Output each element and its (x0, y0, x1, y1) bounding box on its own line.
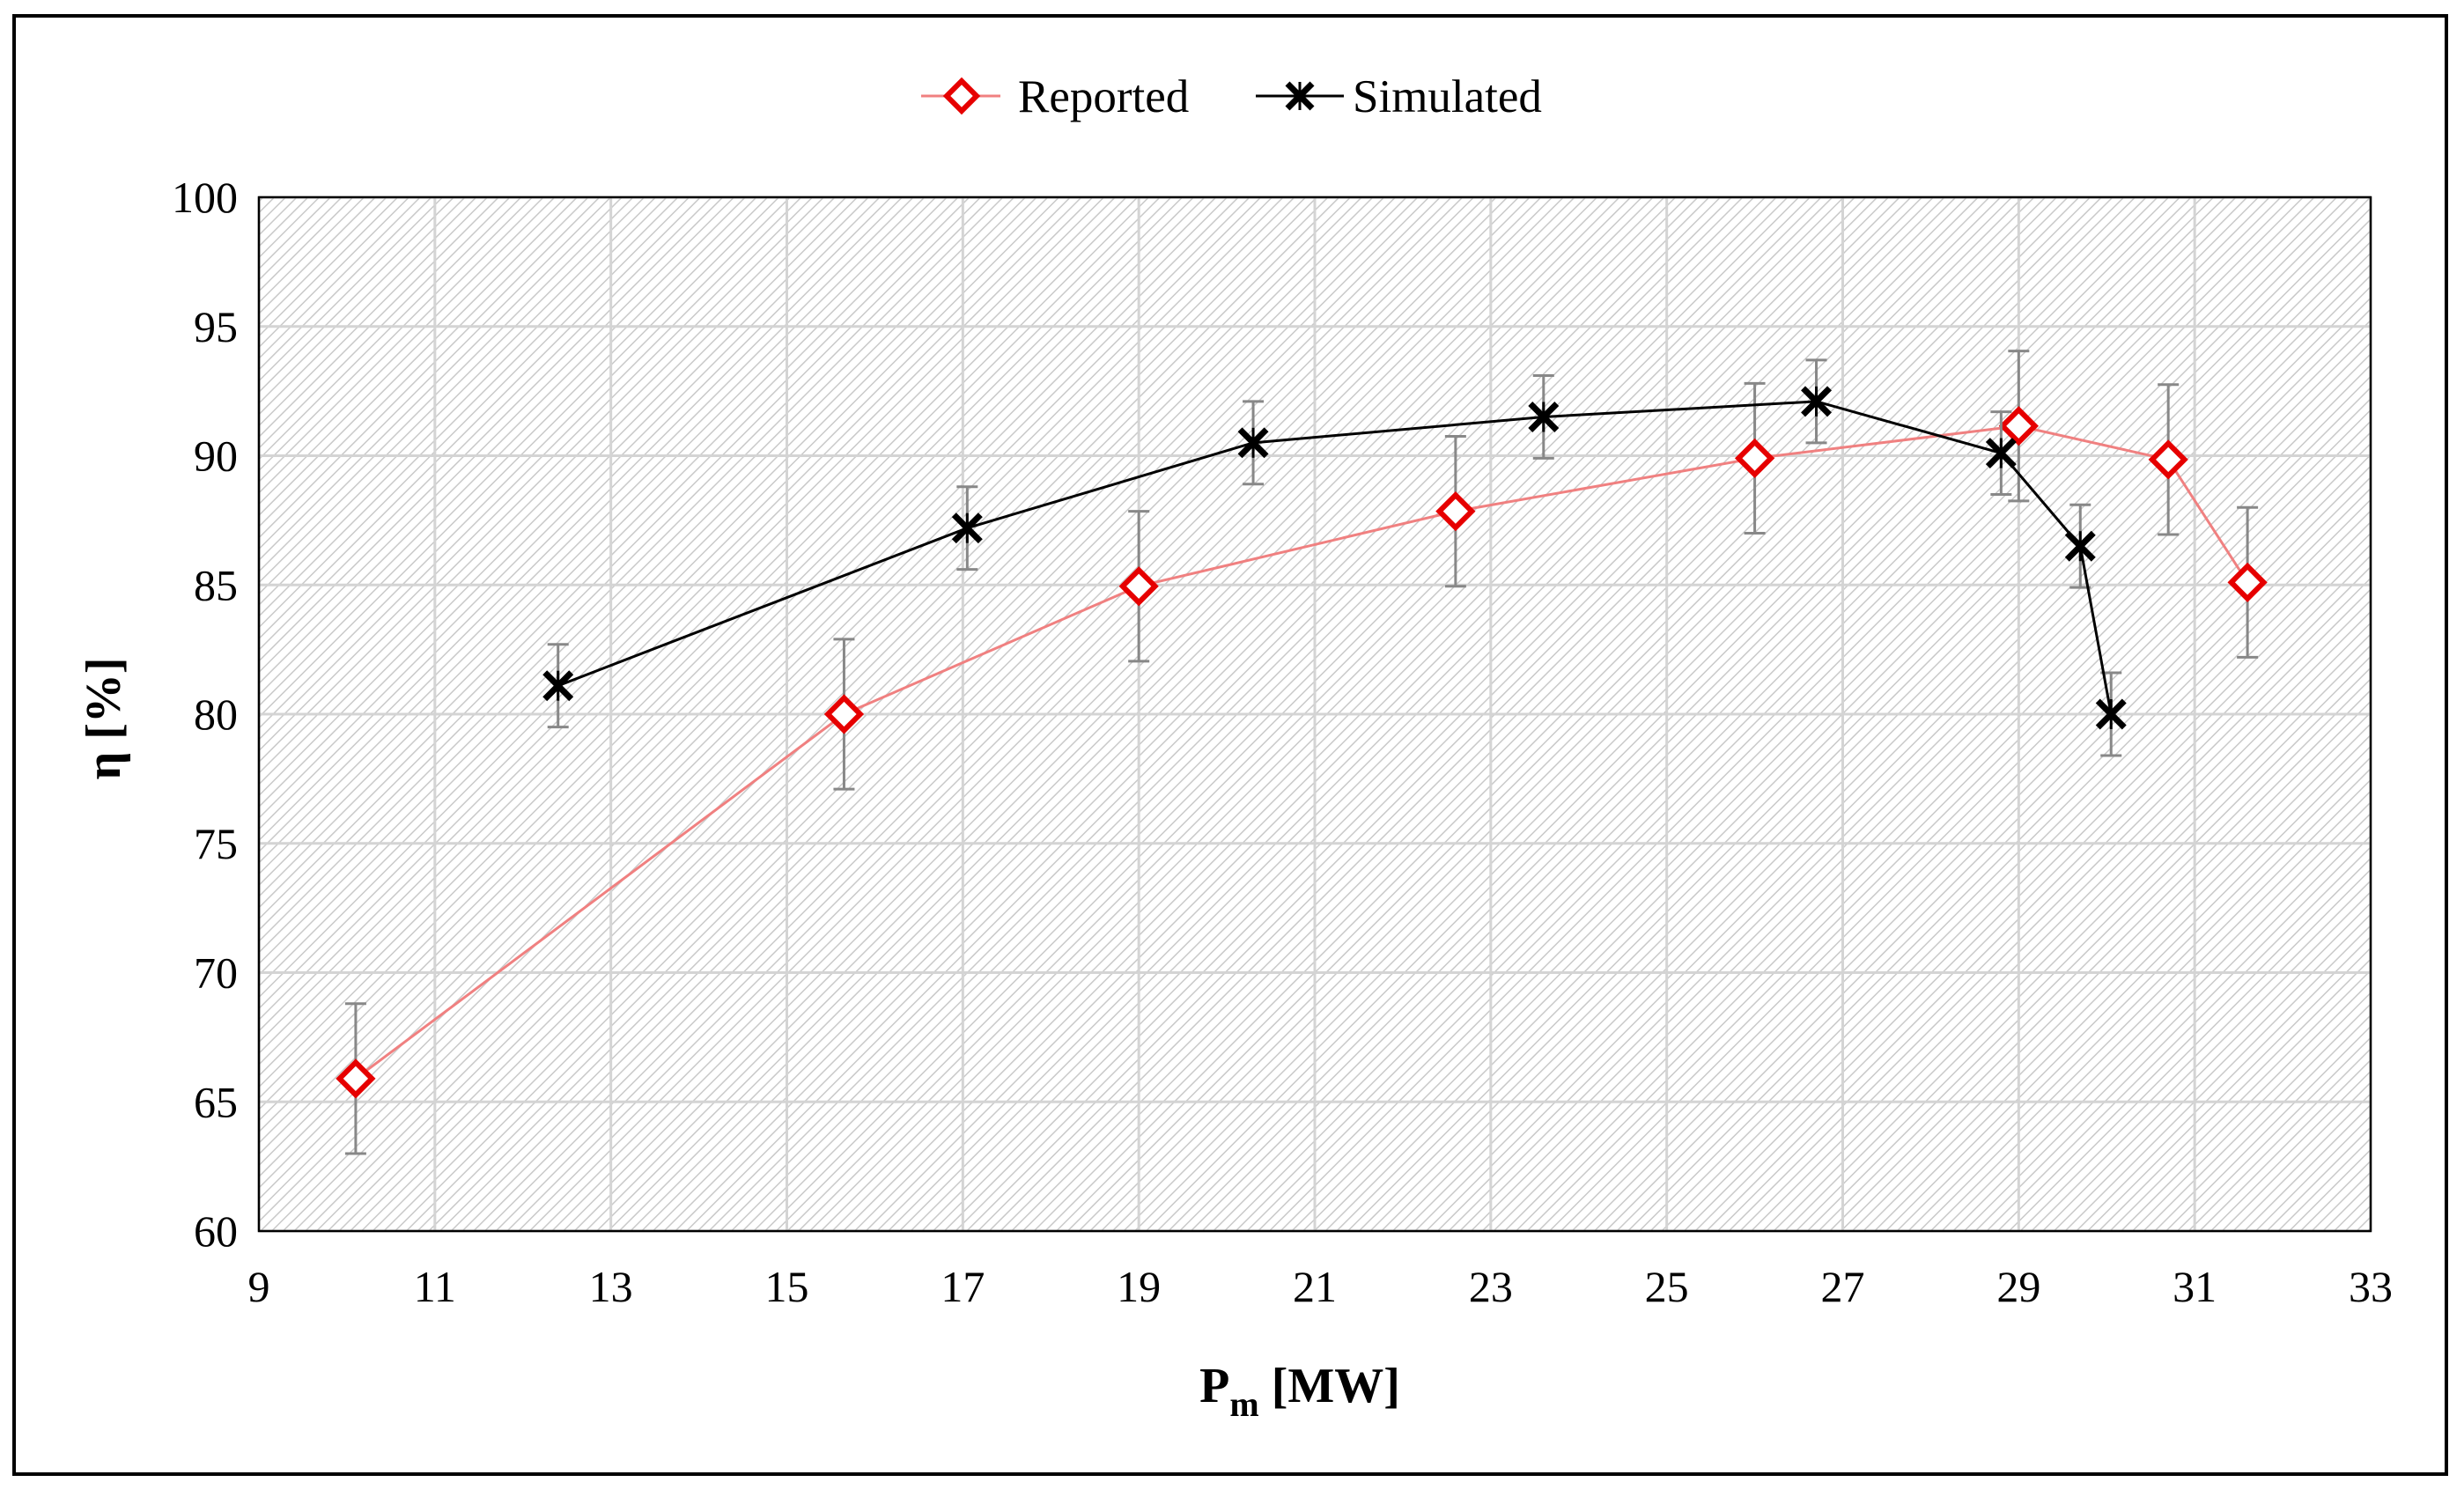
y-tick-label: 95 (194, 302, 238, 351)
data-point-simulated (1801, 386, 1832, 417)
x-axis-title: Pm [MW] (1199, 1359, 1400, 1424)
data-point-reported (1998, 406, 2039, 446)
x-tick-label: 11 (414, 1262, 456, 1311)
x-tick-label: 17 (941, 1262, 985, 1311)
x-tick-label: 13 (589, 1262, 633, 1311)
x-tick-label: 9 (248, 1262, 270, 1311)
x-tick-label: 19 (1117, 1262, 1161, 1311)
x-tick-label: 25 (1645, 1262, 1689, 1311)
y-tick-label: 75 (194, 819, 238, 868)
data-point-simulated (1985, 438, 2017, 469)
legend-simulated-label: Simulated (1353, 71, 1542, 122)
y-axis: 60 65 70 75 80 85 90 95 100 (172, 173, 238, 1256)
legend-reported-marker (942, 77, 981, 115)
x-tick-label: 29 (1996, 1262, 2040, 1311)
plot-border (257, 195, 2372, 1233)
y-tick-label: 70 (194, 948, 238, 998)
data-point-simulated (951, 513, 983, 544)
y-axis-title: η [%] (77, 657, 131, 779)
x-tick-label: 21 (1293, 1262, 1337, 1311)
x-tick-label: 31 (2173, 1262, 2217, 1311)
legend-reported-label: Reported (1018, 71, 1189, 122)
y-tick-label: 100 (172, 173, 238, 222)
y-tick-label: 90 (194, 431, 238, 481)
data-point-reported (2227, 562, 2268, 602)
data-point-reported (823, 694, 865, 734)
data-point-simulated (1237, 427, 1269, 459)
legend-simulated-marker (1285, 81, 1315, 111)
data-point-simulated (2095, 698, 2127, 730)
series-line-simulated (557, 400, 2113, 715)
series-layer (336, 350, 2268, 1155)
x-axis: 9 11 13 15 17 19 21 23 25 27 29 31 33 (248, 1262, 2394, 1311)
data-point-reported (1435, 490, 1476, 532)
y-tick-label: 65 (194, 1077, 238, 1126)
y-tick-label: 80 (194, 690, 238, 739)
x-tick-label: 23 (1469, 1262, 1513, 1311)
series-simulated (542, 358, 2127, 757)
data-point-simulated (542, 670, 574, 702)
data-point-reported (2148, 439, 2188, 480)
series-line-reported (355, 424, 2249, 1080)
x-tick-label: 27 (1821, 1262, 1865, 1311)
data-point-reported (1118, 566, 1159, 607)
data-point-simulated (2064, 530, 2096, 562)
x-tick-label: 33 (2349, 1262, 2393, 1311)
data-point-simulated (1528, 402, 1560, 432)
legend: Reported Simulated (921, 71, 1542, 122)
series-reported (336, 350, 2268, 1155)
data-point-reported (1734, 438, 1775, 479)
y-tick-label: 85 (194, 560, 238, 609)
y-tick-label: 60 (194, 1206, 238, 1256)
data-point-reported (336, 1058, 376, 1099)
x-tick-label: 15 (765, 1262, 809, 1311)
